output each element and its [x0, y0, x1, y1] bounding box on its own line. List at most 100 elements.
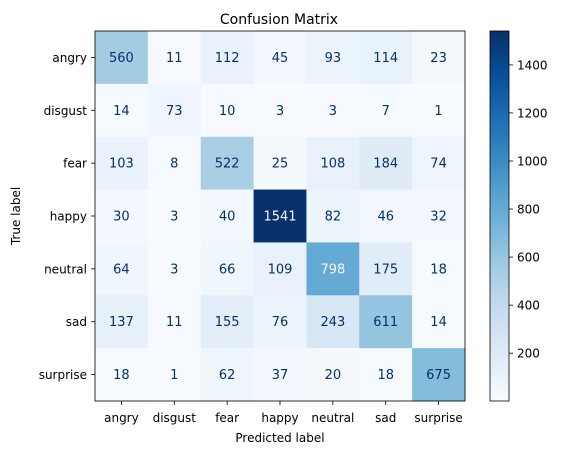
- cell-value-label: 3: [170, 262, 178, 277]
- y-axis-ticks: angry disgust fear happy neutral sad surprise: [39, 51, 95, 382]
- colorbar: [489, 30, 510, 402]
- cell-value-label: 23: [430, 51, 447, 66]
- cell-value-label: 155: [215, 315, 240, 330]
- x-tick-label: surprise: [414, 411, 462, 425]
- x-tick-label: sad: [375, 411, 396, 425]
- heatmap-cell: [359, 83, 413, 138]
- heatmap-cell: [306, 189, 360, 243]
- heatmap-cell: [253, 189, 307, 243]
- cell-value-label: 40: [219, 210, 236, 225]
- heatmap-cell: [253, 242, 307, 296]
- y-axis-label: True label: [9, 187, 23, 246]
- cell-value-label: 62: [219, 368, 236, 383]
- heatmap-cell: [359, 242, 413, 296]
- heatmap-cell: [200, 136, 255, 191]
- heatmap-cell: [147, 31, 202, 85]
- heatmap-cell: [412, 348, 466, 402]
- cell-value-label: 1: [434, 104, 442, 119]
- cell-value-label: 82: [325, 210, 342, 225]
- heatmap-cell: [253, 31, 307, 85]
- heatmap-cell: [412, 189, 466, 243]
- cell-value-label: 25: [272, 157, 289, 172]
- heatmap-cell: [200, 242, 255, 296]
- heatmap-cell: [200, 295, 255, 349]
- heatmap-cell: [253, 83, 307, 138]
- cell-value-label: 675: [426, 368, 451, 383]
- cell-value-label: 175: [373, 262, 398, 277]
- colorbar-tick-label: 200: [517, 347, 540, 361]
- heatmap-cell: [95, 31, 149, 85]
- heatmap-cell: [306, 295, 360, 349]
- heatmap-cell: [200, 83, 255, 138]
- heatmap-cell: [95, 83, 149, 138]
- cell-value-label: 14: [113, 104, 130, 119]
- heatmap-cell: [147, 136, 202, 191]
- cell-value-label: 560: [109, 51, 134, 66]
- colorbar-tick-label: 1400: [517, 58, 548, 72]
- x-axis-label: Predicted label: [235, 431, 324, 445]
- heatmap-cell: [359, 136, 413, 191]
- heatmap-cell: [95, 348, 149, 402]
- cell-value-label: 114: [373, 51, 398, 66]
- cell-value-label: 7: [382, 104, 390, 119]
- heatmap-cell: [147, 348, 202, 402]
- cell-value-label: 37: [272, 368, 289, 383]
- colorbar-tick-label: 400: [517, 299, 540, 313]
- cell-value-label: 73: [166, 104, 183, 119]
- colorbar-ticks: 200 400 600 800 1000 1200 1400: [509, 58, 548, 361]
- y-tick-label: happy: [50, 210, 87, 224]
- heatmap-cell: [147, 242, 202, 296]
- heatmap-cell: [147, 83, 202, 138]
- cell-value-label: 3: [329, 104, 337, 119]
- heatmap-cell: [412, 242, 466, 296]
- chart-title: Confusion Matrix: [220, 12, 338, 28]
- y-tick-label: angry: [52, 51, 87, 65]
- cell-value-label: 46: [377, 210, 394, 225]
- x-axis-ticks: angry disgust fear happy neutral sad surprise: [104, 401, 463, 425]
- colorbar-tick-label: 800: [517, 203, 540, 217]
- cell-value-label: 8: [170, 157, 178, 172]
- heatmap-cell: [253, 136, 307, 191]
- heatmap-cell: [412, 136, 466, 191]
- y-tick-label: neutral: [44, 262, 87, 276]
- cell-value-label: 112: [215, 51, 240, 66]
- heatmap-cell: [412, 31, 466, 85]
- cell-value-label: 20: [325, 368, 342, 383]
- heatmap-cell: [306, 83, 360, 138]
- heatmap-cell: [306, 242, 360, 296]
- cell-value-label: 184: [373, 157, 398, 172]
- x-tick-label: happy: [261, 411, 298, 425]
- heatmap-cell: [253, 295, 307, 349]
- heatmap-cell: [306, 31, 360, 85]
- heatmap-cell: [359, 295, 413, 349]
- x-tick-label: angry: [104, 411, 139, 425]
- cell-value-label: 18: [430, 262, 447, 277]
- heatmap-cell: [95, 295, 149, 349]
- heatmap-cell: [359, 348, 413, 402]
- cell-value-label: 3: [170, 210, 178, 225]
- x-tick-label: disgust: [153, 411, 197, 425]
- cell-value-label: 798: [320, 262, 345, 277]
- cell-value-label: 66: [219, 262, 236, 277]
- heatmap-cell: [412, 83, 466, 138]
- heatmap-cell: [359, 31, 413, 85]
- heatmap-cell: [359, 189, 413, 243]
- heatmap-cell: [147, 189, 202, 243]
- cell-value-label: 11: [166, 51, 183, 66]
- cell-value-label: 76: [272, 315, 289, 330]
- cell-value-label: 522: [215, 157, 240, 172]
- cell-value-label: 1541: [263, 210, 296, 225]
- x-tick-label: neutral: [311, 411, 354, 425]
- cell-value-label: 11: [166, 315, 183, 330]
- cell-value-label: 64: [113, 262, 130, 277]
- cell-value-label: 30: [113, 210, 130, 225]
- heatmap-cell: [200, 31, 255, 85]
- heatmap-cell: [412, 295, 466, 349]
- heatmap-cell: [200, 189, 255, 243]
- cell-value-label: 3: [276, 104, 284, 119]
- cell-value-label: 1: [170, 368, 178, 383]
- colorbar-tick-label: 1000: [517, 154, 548, 168]
- heatmap-cell: [95, 136, 149, 191]
- cell-value-label: 103: [109, 157, 134, 172]
